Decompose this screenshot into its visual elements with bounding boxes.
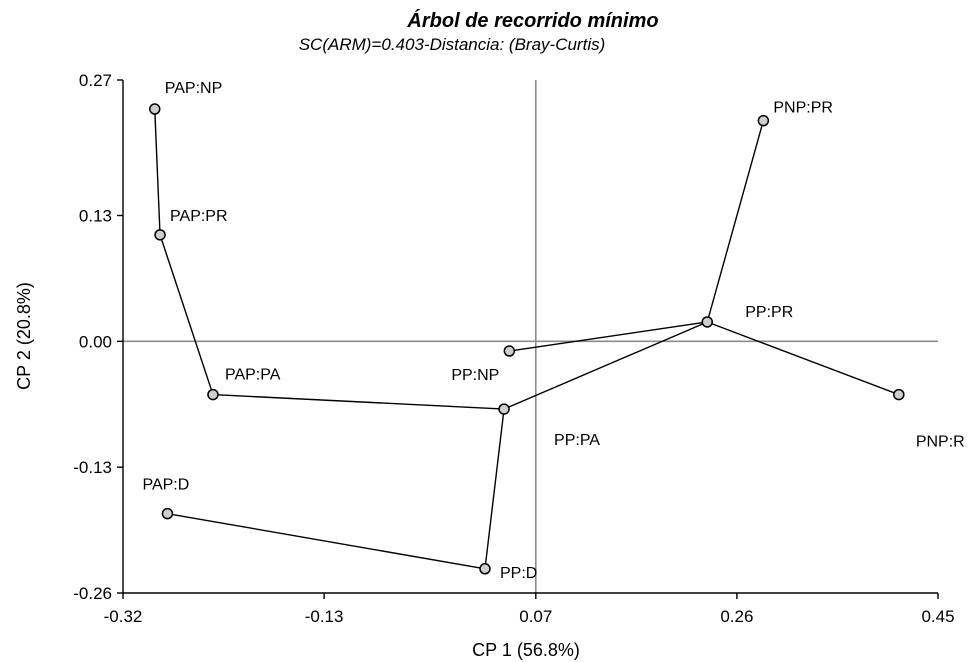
reference-lines xyxy=(123,80,938,593)
tree-edges xyxy=(154,109,900,570)
x-tick-label: -0.13 xyxy=(305,607,344,626)
data-point xyxy=(207,388,219,401)
data-point xyxy=(757,114,770,127)
y-tick-label: 0.13 xyxy=(79,207,112,226)
x-tick-label: -0.32 xyxy=(104,607,143,626)
data-point xyxy=(893,388,905,401)
tree-edge xyxy=(707,321,900,396)
chart-subtitle: SC(ARM)=0.403-Distancia: (Bray-Curtis) xyxy=(299,35,606,54)
tree-edge xyxy=(706,120,765,323)
point-label: PNP:R xyxy=(916,434,965,451)
tree-edge xyxy=(167,512,486,570)
tree-edge xyxy=(159,234,214,395)
point-label: PAP:PA xyxy=(225,367,281,384)
x-axis-ticks: -0.32 -0.13 0.07 0.26 0.45 xyxy=(104,593,955,626)
y-tick-label: 0.00 xyxy=(79,332,112,351)
data-point xyxy=(479,563,491,575)
y-tick-label: -0.13 xyxy=(73,458,112,477)
tree-edge xyxy=(503,321,708,410)
data-point xyxy=(149,103,161,115)
y-tick-label: 0.27 xyxy=(79,71,112,90)
data-point xyxy=(503,345,516,357)
point-labels: PAP:NP PAP:PR PAP:PA PAP:D PP:NP PP:PA PP:D PP:… xyxy=(142,80,964,582)
point-label: PP:NP xyxy=(451,367,499,384)
data-point xyxy=(161,507,174,520)
x-tick-label: 0.26 xyxy=(720,607,753,626)
axes xyxy=(122,80,938,594)
x-tick-label: 0.45 xyxy=(921,607,954,626)
tree-edge xyxy=(212,393,505,410)
chart-title: Árbol de recorrido mínimo xyxy=(406,9,658,32)
point-label: PAP:D xyxy=(142,477,189,494)
point-label: PP:D xyxy=(500,565,537,582)
tree-edge xyxy=(484,409,505,569)
tree-edge xyxy=(509,321,708,352)
y-axis-ticks: -0.26 -0.13 0.00 0.13 0.27 xyxy=(73,71,123,603)
data-points xyxy=(149,103,905,575)
point-label: PNP:PR xyxy=(773,100,833,117)
x-tick-label: 0.07 xyxy=(519,607,552,626)
point-label: PP:PR xyxy=(745,304,793,321)
tree-edge xyxy=(154,109,161,235)
point-label: PAP:NP xyxy=(165,80,223,97)
data-point xyxy=(154,229,166,241)
x-axis-label: CP 1 (56.8%) xyxy=(472,640,580,660)
y-tick-label: -0.26 xyxy=(73,584,112,603)
data-point xyxy=(701,316,714,328)
point-label: PAP:PR xyxy=(170,208,228,225)
point-label: PP:PA xyxy=(554,432,600,449)
y-axis-label: CP 2 (20.8%) xyxy=(14,282,34,390)
data-point xyxy=(498,403,510,415)
